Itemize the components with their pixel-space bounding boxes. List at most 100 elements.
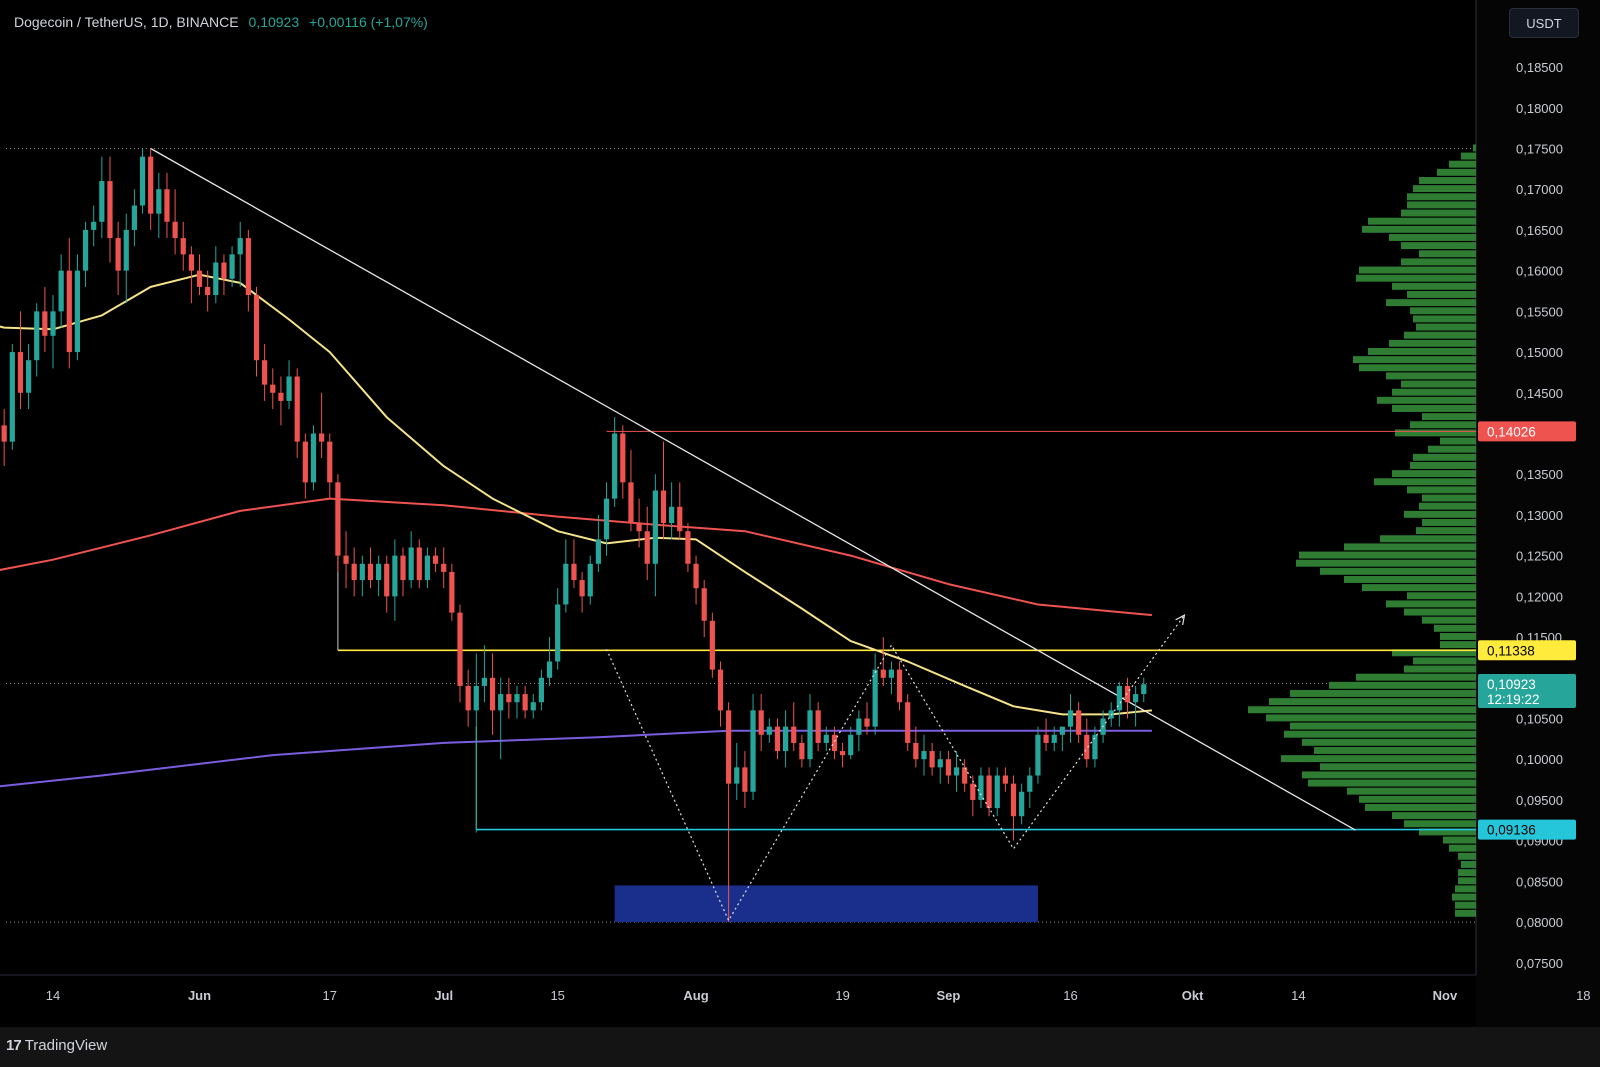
candle-body bbox=[587, 563, 593, 597]
candle-body bbox=[319, 433, 325, 442]
candle-body bbox=[1133, 694, 1139, 703]
candle-body bbox=[245, 238, 251, 296]
tradingview-logo-icon: 17 bbox=[6, 1037, 22, 1054]
candle-body bbox=[758, 710, 764, 735]
candle-body bbox=[205, 286, 211, 296]
x-tick-label: 18 bbox=[1576, 988, 1590, 1003]
volume-profile-bar bbox=[1452, 893, 1476, 901]
candle-body bbox=[424, 555, 431, 581]
candle-body bbox=[262, 360, 268, 385]
candle-body bbox=[457, 612, 463, 686]
volume-profile-bar bbox=[1374, 478, 1476, 486]
volume-profile-bar bbox=[1356, 274, 1476, 282]
y-tick-label: 0,08500 bbox=[1516, 874, 1563, 889]
candle-body bbox=[17, 352, 24, 393]
y-tick-label: 0,13500 bbox=[1516, 467, 1563, 482]
candle-body bbox=[310, 433, 317, 483]
candle-body bbox=[986, 775, 992, 809]
candle-body bbox=[1, 425, 7, 442]
tradingview-brand[interactable]: 17 TradingView bbox=[6, 1037, 107, 1054]
volume-profile-bar bbox=[1419, 250, 1476, 258]
candle-body bbox=[58, 270, 64, 312]
volume-profile-bar bbox=[1353, 356, 1476, 364]
candle-body bbox=[432, 555, 439, 564]
candle-body bbox=[172, 221, 178, 239]
volume-profile-bar bbox=[1404, 331, 1476, 339]
volume-profile-bar bbox=[1296, 559, 1476, 567]
candle-body bbox=[677, 506, 683, 532]
volume-profile-bar bbox=[1455, 885, 1476, 893]
candle-body bbox=[99, 181, 105, 222]
y-tick-label: 0,08000 bbox=[1516, 915, 1563, 930]
volume-profile-bar bbox=[1440, 437, 1476, 445]
candle-body bbox=[1092, 734, 1098, 760]
candle-body bbox=[449, 571, 455, 613]
price-label-text: 0,11338 bbox=[1487, 643, 1535, 658]
candle-body bbox=[514, 694, 520, 703]
candle-body bbox=[563, 563, 569, 605]
volume-profile-bar bbox=[1419, 177, 1476, 184]
price-axis-background bbox=[1476, 0, 1600, 1027]
volume-profile-bar bbox=[1413, 315, 1476, 323]
candle-body bbox=[669, 506, 675, 524]
candle-body bbox=[701, 588, 707, 621]
currency-button[interactable]: USDT bbox=[1509, 8, 1579, 38]
volume-profile-bar bbox=[1299, 551, 1476, 559]
candle-body bbox=[1027, 775, 1033, 792]
candle-body bbox=[498, 694, 504, 711]
volume-profile-bar bbox=[1365, 804, 1476, 811]
volume-profile-bar bbox=[1413, 657, 1476, 665]
candle-body bbox=[123, 229, 129, 271]
volume-profile-bar bbox=[1461, 861, 1476, 868]
candle-body bbox=[221, 262, 227, 279]
candle-body bbox=[441, 563, 447, 572]
candle-body bbox=[652, 490, 658, 564]
candle-body bbox=[644, 531, 650, 564]
candle-body bbox=[148, 156, 154, 214]
volume-profile-bar bbox=[1248, 706, 1476, 714]
candle-body bbox=[905, 702, 911, 743]
candle-body bbox=[1002, 775, 1008, 784]
candle-body bbox=[726, 710, 732, 784]
volume-profile-bar bbox=[1392, 405, 1476, 412]
volume-profile-bar bbox=[1308, 779, 1476, 787]
volume-profile-bar bbox=[1461, 152, 1476, 160]
candle-body bbox=[978, 775, 984, 800]
volume-profile-bar bbox=[1344, 543, 1476, 551]
price-label-box bbox=[1478, 674, 1576, 709]
candle-body bbox=[913, 742, 919, 760]
brand-name: TradingView bbox=[24, 1037, 108, 1054]
symbol-title: Dogecoin / TetherUS, 1D, BINANCE bbox=[14, 14, 239, 30]
candle-body bbox=[188, 254, 194, 271]
volume-profile-bar bbox=[1413, 185, 1476, 193]
candle-body bbox=[709, 620, 715, 670]
volume-profile-bar bbox=[1302, 771, 1476, 779]
price-label-box bbox=[1478, 640, 1576, 661]
candle-body bbox=[603, 498, 610, 540]
demand-zone bbox=[614, 885, 1038, 923]
footer-bar: 17 TradingView bbox=[0, 1027, 1600, 1067]
candle-body bbox=[791, 726, 797, 743]
chart-area[interactable]: 0,075000,080000,085000,090000,095000,100… bbox=[0, 0, 1600, 1027]
volume-profile-bar bbox=[1269, 698, 1476, 706]
candle-body bbox=[848, 734, 854, 756]
candle-body bbox=[620, 433, 626, 483]
y-tick-label: 0,17500 bbox=[1516, 142, 1563, 157]
volume-profile-bar bbox=[1407, 592, 1476, 600]
candle-body bbox=[400, 555, 406, 581]
candle-body bbox=[734, 767, 740, 784]
volume-profile-bar bbox=[1449, 160, 1476, 168]
candle-body bbox=[766, 726, 772, 735]
y-tick-label: 0,16000 bbox=[1516, 264, 1563, 279]
volume-profile-bar bbox=[1386, 600, 1476, 608]
candle-body bbox=[107, 181, 113, 239]
volume-profile-bar bbox=[1407, 486, 1476, 494]
volume-profile-bar bbox=[1413, 453, 1476, 461]
last-value: 0,10923 bbox=[248, 14, 300, 30]
volume-profile-bar bbox=[1392, 649, 1476, 657]
candle-body bbox=[929, 751, 935, 768]
candle-body bbox=[131, 205, 137, 230]
x-tick-label: Okt bbox=[1182, 988, 1204, 1003]
candle-body bbox=[156, 189, 162, 214]
volume-profile-bar bbox=[1404, 665, 1476, 673]
